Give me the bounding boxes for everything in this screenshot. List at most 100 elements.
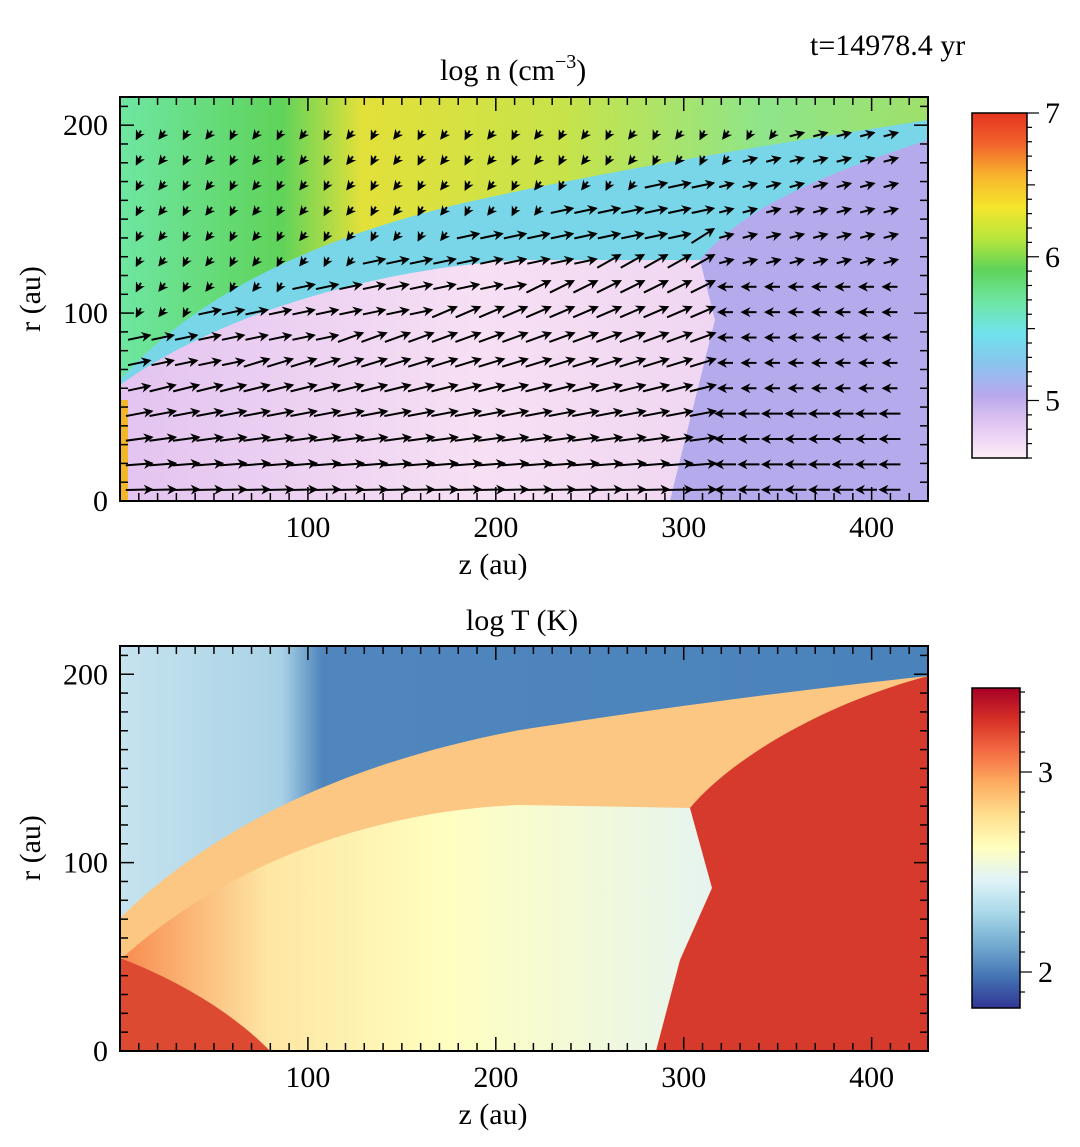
velocity-arrow (525, 458, 554, 469)
velocity-arrow (619, 407, 647, 418)
velocity-arrow (315, 281, 340, 292)
temperature-head-region (656, 676, 928, 1051)
velocity-arrow (689, 433, 718, 444)
velocity-arrow (690, 254, 716, 269)
density-ylabel: r (au) (14, 266, 47, 332)
velocity-arrow (548, 484, 577, 495)
velocity-arrow (883, 130, 900, 140)
velocity-arrow (464, 179, 474, 192)
density-colorbar-tick-label: 6 (1045, 241, 1060, 274)
velocity-arrow (205, 280, 216, 292)
velocity-arrow (548, 407, 577, 418)
temperature-title: log T (K) (466, 604, 578, 637)
velocity-arrow (502, 331, 529, 343)
velocity-arrow (454, 458, 483, 469)
velocity-arrow (619, 356, 647, 368)
velocity-arrow (299, 128, 310, 140)
velocity-arrow (628, 128, 639, 140)
velocity-arrow (534, 154, 545, 166)
velocity-arrow (652, 129, 662, 141)
velocity-arrow (313, 356, 342, 368)
velocity-arrow (182, 306, 192, 318)
velocity-arrow (718, 231, 735, 242)
density-title-superscript: −3 (555, 51, 576, 73)
velocity-arrow (323, 179, 333, 192)
density-plot-frame (119, 96, 929, 502)
velocity-arrow (393, 230, 404, 242)
velocity-arrow (370, 230, 380, 242)
velocity-arrow (370, 129, 380, 141)
velocity-arrow (789, 180, 806, 191)
velocity-arrow (266, 407, 295, 418)
velocity-arrow (440, 179, 451, 191)
velocity-arrow (149, 433, 178, 444)
velocity-arrow (337, 407, 365, 418)
velocity-arrow (666, 305, 693, 319)
velocity-arrow (229, 230, 239, 242)
velocity-arrow (360, 433, 389, 444)
velocity-arrow (158, 280, 169, 292)
velocity-arrow (172, 382, 201, 393)
velocity-arrow (407, 407, 436, 418)
temperature-cavity-region (120, 805, 712, 1051)
velocity-arrow (558, 179, 568, 192)
velocity-arrow (290, 382, 318, 393)
velocity-arrow (619, 484, 648, 495)
velocity-arrow (666, 433, 694, 444)
velocity-arrow (431, 484, 460, 495)
velocity-arrow (158, 179, 169, 191)
velocity-arrow (812, 130, 829, 140)
velocity-arrow (836, 155, 853, 166)
velocity-arrow (299, 204, 310, 216)
density-ytick-label: 0 (93, 485, 108, 518)
velocity-arrow (346, 154, 357, 166)
velocity-arrow (125, 484, 154, 495)
density-colorbar (971, 112, 1028, 459)
velocity-arrow (252, 255, 263, 267)
velocity-arrow (642, 433, 671, 444)
velocity-arrow (407, 484, 436, 495)
velocity-arrow (205, 179, 216, 191)
velocity-arrow (718, 206, 735, 216)
velocity-arrow (511, 154, 521, 166)
velocity-arrow (182, 281, 192, 293)
velocity-arrow (859, 180, 876, 191)
velocity-arrow (525, 433, 553, 444)
velocity-arrow (229, 179, 239, 192)
velocity-arrow (337, 458, 366, 469)
velocity-arrow (268, 306, 293, 317)
velocity-arrow (337, 356, 365, 368)
velocity-arrow (596, 331, 623, 343)
velocity-arrow (346, 255, 357, 267)
velocity-arrow (501, 433, 530, 444)
velocity-arrow (549, 305, 576, 319)
velocity-arrow (574, 255, 598, 266)
time-label: t=14978.4 yr (810, 29, 965, 62)
velocity-arrow (487, 128, 498, 140)
velocity-arrow (644, 179, 669, 190)
velocity-arrow (219, 484, 248, 495)
velocity-arrow (464, 154, 474, 166)
velocity-arrow (478, 433, 506, 444)
velocity-arrow (229, 154, 239, 166)
velocity-arrow (362, 306, 387, 317)
velocity-arrow (417, 205, 427, 217)
velocity-arrow (205, 255, 216, 267)
velocity-arrow (384, 382, 412, 393)
velocity-arrow (859, 231, 876, 242)
velocity-arrow (290, 433, 319, 444)
velocity-arrow (299, 255, 310, 267)
velocity-arrow (525, 382, 553, 393)
velocity-arrow (454, 433, 483, 444)
velocity-arrow (572, 433, 600, 444)
velocity-arrow (221, 306, 246, 317)
velocity-arrow (595, 484, 624, 495)
velocity-arrow (643, 254, 669, 269)
velocity-arrow (620, 254, 646, 269)
velocity-arrow (478, 305, 505, 319)
velocity-arrow (836, 231, 853, 242)
velocity-arrow (433, 255, 457, 266)
velocity-arrow (125, 458, 154, 469)
velocity-arrow (883, 180, 900, 191)
temperature-xtick-label: 100 (285, 1061, 330, 1094)
